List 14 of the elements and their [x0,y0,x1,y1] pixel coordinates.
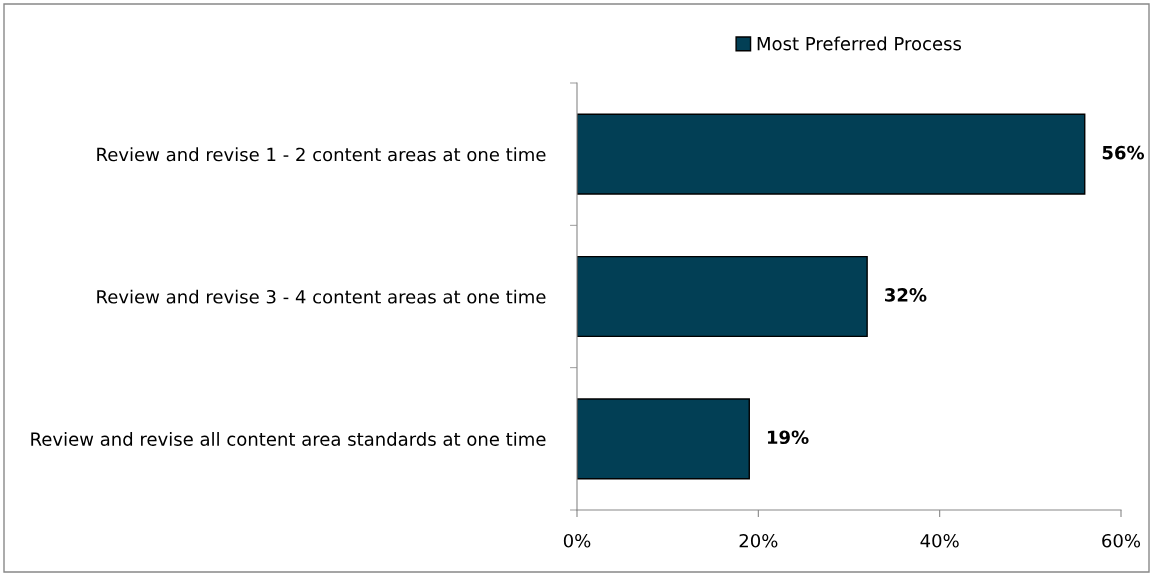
y-tick-label: Review and revise 3 - 4 content areas at one time [97,289,546,304]
text: 19% [767,430,809,445]
y-tick-label: Review and revise all content area standards at one time [31,431,546,446]
y-tick-label: Review and revise 1 - 2 content areas at one time [97,147,546,162]
x-tick-label: 40% [920,533,959,548]
bar [577,113,1086,195]
text: 56% [1102,145,1145,160]
x-tick-label: 60% [1102,533,1141,548]
x-tick-label: 20% [739,533,778,548]
x-tick-label: 0% [563,533,591,548]
text: 32% [885,288,927,302]
legend-label: Most Preferred Process [757,36,962,51]
bar [577,255,868,338]
bar [577,398,750,480]
